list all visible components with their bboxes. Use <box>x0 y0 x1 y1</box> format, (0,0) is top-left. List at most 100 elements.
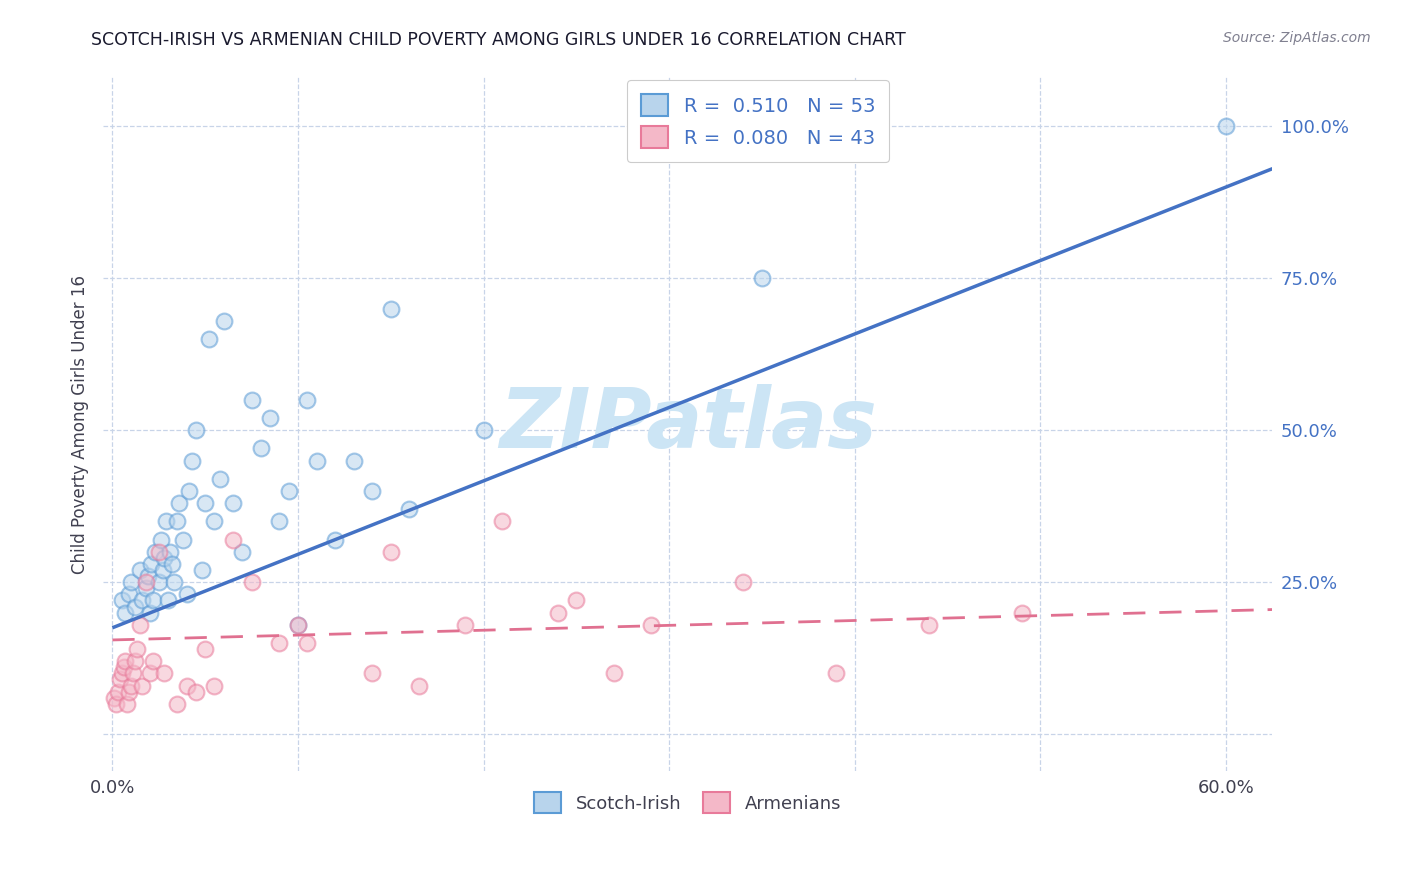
Point <box>121 666 143 681</box>
Point <box>114 606 136 620</box>
Point <box>138 606 160 620</box>
Point <box>204 679 226 693</box>
Point <box>142 654 165 668</box>
Point <box>118 587 141 601</box>
Point <box>120 679 142 693</box>
Point <box>184 684 207 698</box>
Point <box>204 514 226 528</box>
Point <box>153 550 176 565</box>
Point <box>138 666 160 681</box>
Point <box>112 660 135 674</box>
Point <box>1011 606 1033 620</box>
Point <box>176 679 198 693</box>
Point <box>472 423 495 437</box>
Point <box>194 496 217 510</box>
Point <box>114 654 136 668</box>
Point <box>160 557 183 571</box>
Point <box>118 684 141 698</box>
Point <box>129 617 152 632</box>
Point <box>918 617 941 632</box>
Point <box>177 483 200 498</box>
Point <box>323 533 346 547</box>
Point <box>131 679 153 693</box>
Point <box>212 314 235 328</box>
Point <box>602 666 624 681</box>
Point <box>142 593 165 607</box>
Point <box>277 483 299 498</box>
Point <box>398 502 420 516</box>
Point <box>136 569 159 583</box>
Point <box>125 642 148 657</box>
Point <box>120 575 142 590</box>
Point <box>159 545 181 559</box>
Text: Source: ZipAtlas.com: Source: ZipAtlas.com <box>1223 31 1371 45</box>
Point <box>408 679 430 693</box>
Point <box>166 697 188 711</box>
Point <box>157 593 180 607</box>
Point <box>380 301 402 316</box>
Point <box>184 423 207 437</box>
Point <box>148 545 170 559</box>
Point <box>297 636 319 650</box>
Point <box>343 453 366 467</box>
Point <box>250 442 273 456</box>
Point <box>141 557 163 571</box>
Point <box>166 514 188 528</box>
Point <box>153 666 176 681</box>
Point <box>222 533 245 547</box>
Point <box>124 599 146 614</box>
Point <box>111 593 134 607</box>
Point <box>111 666 134 681</box>
Point <box>297 392 319 407</box>
Point <box>194 642 217 657</box>
Point <box>176 587 198 601</box>
Point <box>135 575 157 590</box>
Point <box>240 575 263 590</box>
Point <box>167 496 190 510</box>
Point <box>269 636 291 650</box>
Y-axis label: Child Poverty Among Girls Under 16: Child Poverty Among Girls Under 16 <box>72 275 89 574</box>
Point <box>231 545 253 559</box>
Legend: Scotch-Irish, Armenians: Scotch-Irish, Armenians <box>523 781 852 824</box>
Point <box>1215 119 1237 133</box>
Point <box>190 563 212 577</box>
Point <box>361 483 384 498</box>
Point <box>491 514 513 528</box>
Point <box>124 654 146 668</box>
Point <box>269 514 291 528</box>
Point <box>259 411 281 425</box>
Point <box>209 472 232 486</box>
Point <box>143 545 166 559</box>
Point <box>454 617 477 632</box>
Point <box>751 271 773 285</box>
Point <box>733 575 755 590</box>
Point <box>181 453 204 467</box>
Point <box>117 697 139 711</box>
Point <box>380 545 402 559</box>
Point <box>547 606 569 620</box>
Point <box>152 563 174 577</box>
Point <box>148 575 170 590</box>
Point <box>287 617 309 632</box>
Point <box>287 617 309 632</box>
Point <box>129 563 152 577</box>
Point <box>163 575 186 590</box>
Point <box>825 666 848 681</box>
Point <box>135 581 157 595</box>
Text: SCOTCH-IRISH VS ARMENIAN CHILD POVERTY AMONG GIRLS UNDER 16 CORRELATION CHART: SCOTCH-IRISH VS ARMENIAN CHILD POVERTY A… <box>91 31 905 49</box>
Point <box>240 392 263 407</box>
Point <box>103 690 125 705</box>
Text: ZIPatlas: ZIPatlas <box>499 384 877 465</box>
Point <box>172 533 194 547</box>
Point <box>222 496 245 510</box>
Point <box>149 533 172 547</box>
Point <box>131 593 153 607</box>
Point <box>565 593 588 607</box>
Point <box>105 697 128 711</box>
Point <box>640 617 662 632</box>
Point <box>305 453 328 467</box>
Point <box>107 684 129 698</box>
Point <box>198 332 221 346</box>
Point <box>108 673 131 687</box>
Point <box>155 514 177 528</box>
